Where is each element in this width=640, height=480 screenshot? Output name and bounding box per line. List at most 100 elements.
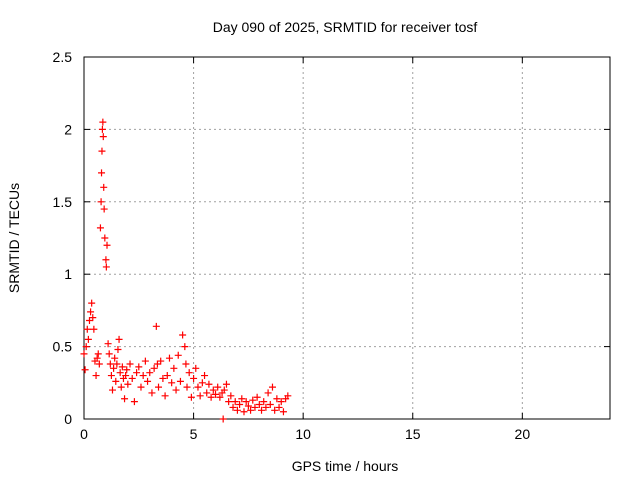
data-point: [260, 398, 268, 406]
data-point: [99, 118, 107, 126]
data-point: [130, 398, 138, 406]
data-point: [220, 386, 228, 394]
data-point: [102, 256, 110, 264]
data-point: [135, 363, 143, 371]
data-point: [233, 406, 241, 414]
y-tick-label: 0: [64, 411, 72, 427]
data-point: [144, 377, 152, 385]
data-point: [121, 395, 129, 403]
data-point: [124, 380, 132, 388]
data-point: [98, 169, 106, 177]
y-tick-label: 2.5: [53, 49, 73, 65]
data-point: [84, 335, 92, 343]
data-point: [247, 406, 255, 414]
data-point: [110, 364, 118, 372]
data-point: [203, 389, 211, 397]
data-point: [133, 369, 141, 377]
data-point: [187, 393, 195, 401]
data-point: [126, 360, 134, 368]
data-point: [236, 401, 244, 409]
chart-title: Day 090 of 2025, SRMTID for receiver tos…: [213, 19, 478, 35]
data-point: [216, 393, 224, 401]
data-point: [192, 364, 200, 372]
data-point: [161, 392, 169, 400]
x-axis-label: GPS time / hours: [292, 458, 399, 474]
data-point: [275, 403, 283, 411]
data-point: [155, 383, 163, 391]
data-point: [181, 343, 189, 351]
data-point: [219, 415, 227, 423]
y-axis-label: SRMTID / TECUs: [6, 183, 22, 293]
data-point: [137, 383, 145, 391]
y-tick-label: 2: [64, 121, 72, 137]
data-point: [249, 396, 257, 404]
data-point: [96, 224, 104, 232]
data-point: [225, 398, 233, 406]
data-point: [268, 383, 276, 391]
data-point: [170, 364, 178, 372]
data-point: [146, 369, 154, 377]
data-point: [190, 374, 198, 382]
data-point: [229, 403, 237, 411]
data-point: [99, 133, 107, 141]
data-point: [87, 308, 95, 316]
data-point: [253, 393, 261, 401]
data-point: [88, 299, 96, 307]
axis-ticks: 0 5 10 15 20 0 0.5 1 1.5 2 2.5: [53, 49, 610, 442]
data-point: [222, 380, 230, 388]
data-point: [100, 205, 108, 213]
data-point: [174, 351, 182, 359]
data-point: [81, 366, 89, 374]
y-tick-label: 0.5: [53, 339, 73, 355]
data-point: [159, 374, 167, 382]
x-tick-label: 5: [190, 426, 198, 442]
data-point: [209, 386, 217, 394]
data-point: [104, 340, 112, 348]
data-point: [244, 402, 252, 410]
grid-lines: [84, 57, 610, 419]
data-point: [214, 383, 222, 391]
data-point: [94, 350, 102, 358]
data-point: [273, 395, 281, 403]
data-point: [264, 389, 272, 397]
data-point: [242, 398, 250, 406]
data-point: [128, 374, 136, 382]
data-point: [115, 335, 123, 343]
x-tick-label: 0: [80, 426, 88, 442]
data-point: [98, 125, 106, 133]
data-point: [105, 350, 113, 358]
data-point: [95, 360, 103, 368]
data-point: [262, 403, 270, 411]
data-points: [80, 118, 292, 423]
data-point: [176, 377, 184, 385]
x-tick-label: 15: [405, 426, 421, 442]
data-point: [168, 379, 176, 387]
data-point: [179, 331, 187, 339]
data-point: [205, 380, 213, 388]
x-tick-label: 10: [295, 426, 311, 442]
data-point: [238, 395, 246, 403]
data-point: [122, 372, 130, 380]
data-point: [139, 372, 147, 380]
data-point: [227, 392, 235, 400]
data-point: [258, 406, 266, 414]
y-tick-label: 1.5: [53, 194, 73, 210]
data-point: [92, 372, 100, 380]
data-point: [108, 386, 116, 394]
data-point: [207, 393, 215, 401]
data-point: [196, 392, 204, 400]
data-point: [100, 183, 108, 191]
data-point: [98, 147, 106, 155]
data-point: [113, 360, 121, 368]
data-point: [198, 379, 206, 387]
data-point: [255, 401, 263, 409]
data-point: [240, 408, 248, 416]
data-point: [101, 234, 109, 242]
data-point: [182, 360, 190, 368]
data-point: [163, 372, 171, 380]
x-tick-label: 20: [515, 426, 531, 442]
data-point: [279, 408, 287, 416]
data-point: [82, 343, 90, 351]
data-point: [266, 401, 274, 409]
